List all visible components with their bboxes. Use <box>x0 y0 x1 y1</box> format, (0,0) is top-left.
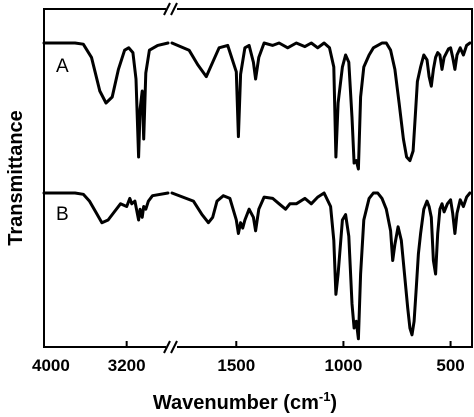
axis-break-gap-top <box>166 6 177 12</box>
x-tick-label-4000: 4000 <box>32 356 70 375</box>
axis-break-slash-bottom-1 <box>163 340 171 354</box>
spectra-group <box>42 41 472 341</box>
y-axis-title: Transmittance <box>5 110 27 246</box>
axis-break-slash-top-1 <box>163 2 171 16</box>
x-axis-title: Wavenumber (cm-1) <box>153 389 337 414</box>
trace-b-low-range <box>170 191 472 341</box>
axis-break-slash-top-2 <box>170 2 178 16</box>
x-tick-label-1000: 1000 <box>325 356 363 375</box>
axis-break-gap-bottom <box>166 344 177 350</box>
x-axis-title-superscript: -1 <box>319 389 331 404</box>
series-label-b: B <box>56 204 69 225</box>
trace-b-high-range <box>42 191 170 225</box>
x-tick-label-1500: 1500 <box>217 356 255 375</box>
trace-a-low-range <box>170 41 472 171</box>
x-axis-ticks: 4000 3200 1500 1000 500 <box>32 341 465 375</box>
plot-frame <box>43 8 473 348</box>
trace-a-high-range <box>42 41 170 159</box>
axis-break-marks <box>163 2 178 354</box>
series-label-a: A <box>56 56 69 77</box>
x-axis-title-end: ) <box>330 392 337 414</box>
x-tick-label-500: 500 <box>436 356 464 375</box>
x-axis-title-main: Wavenumber (cm <box>153 392 319 414</box>
axis-break-slash-bottom-2 <box>170 340 178 354</box>
x-tick-label-3200: 3200 <box>108 356 146 375</box>
